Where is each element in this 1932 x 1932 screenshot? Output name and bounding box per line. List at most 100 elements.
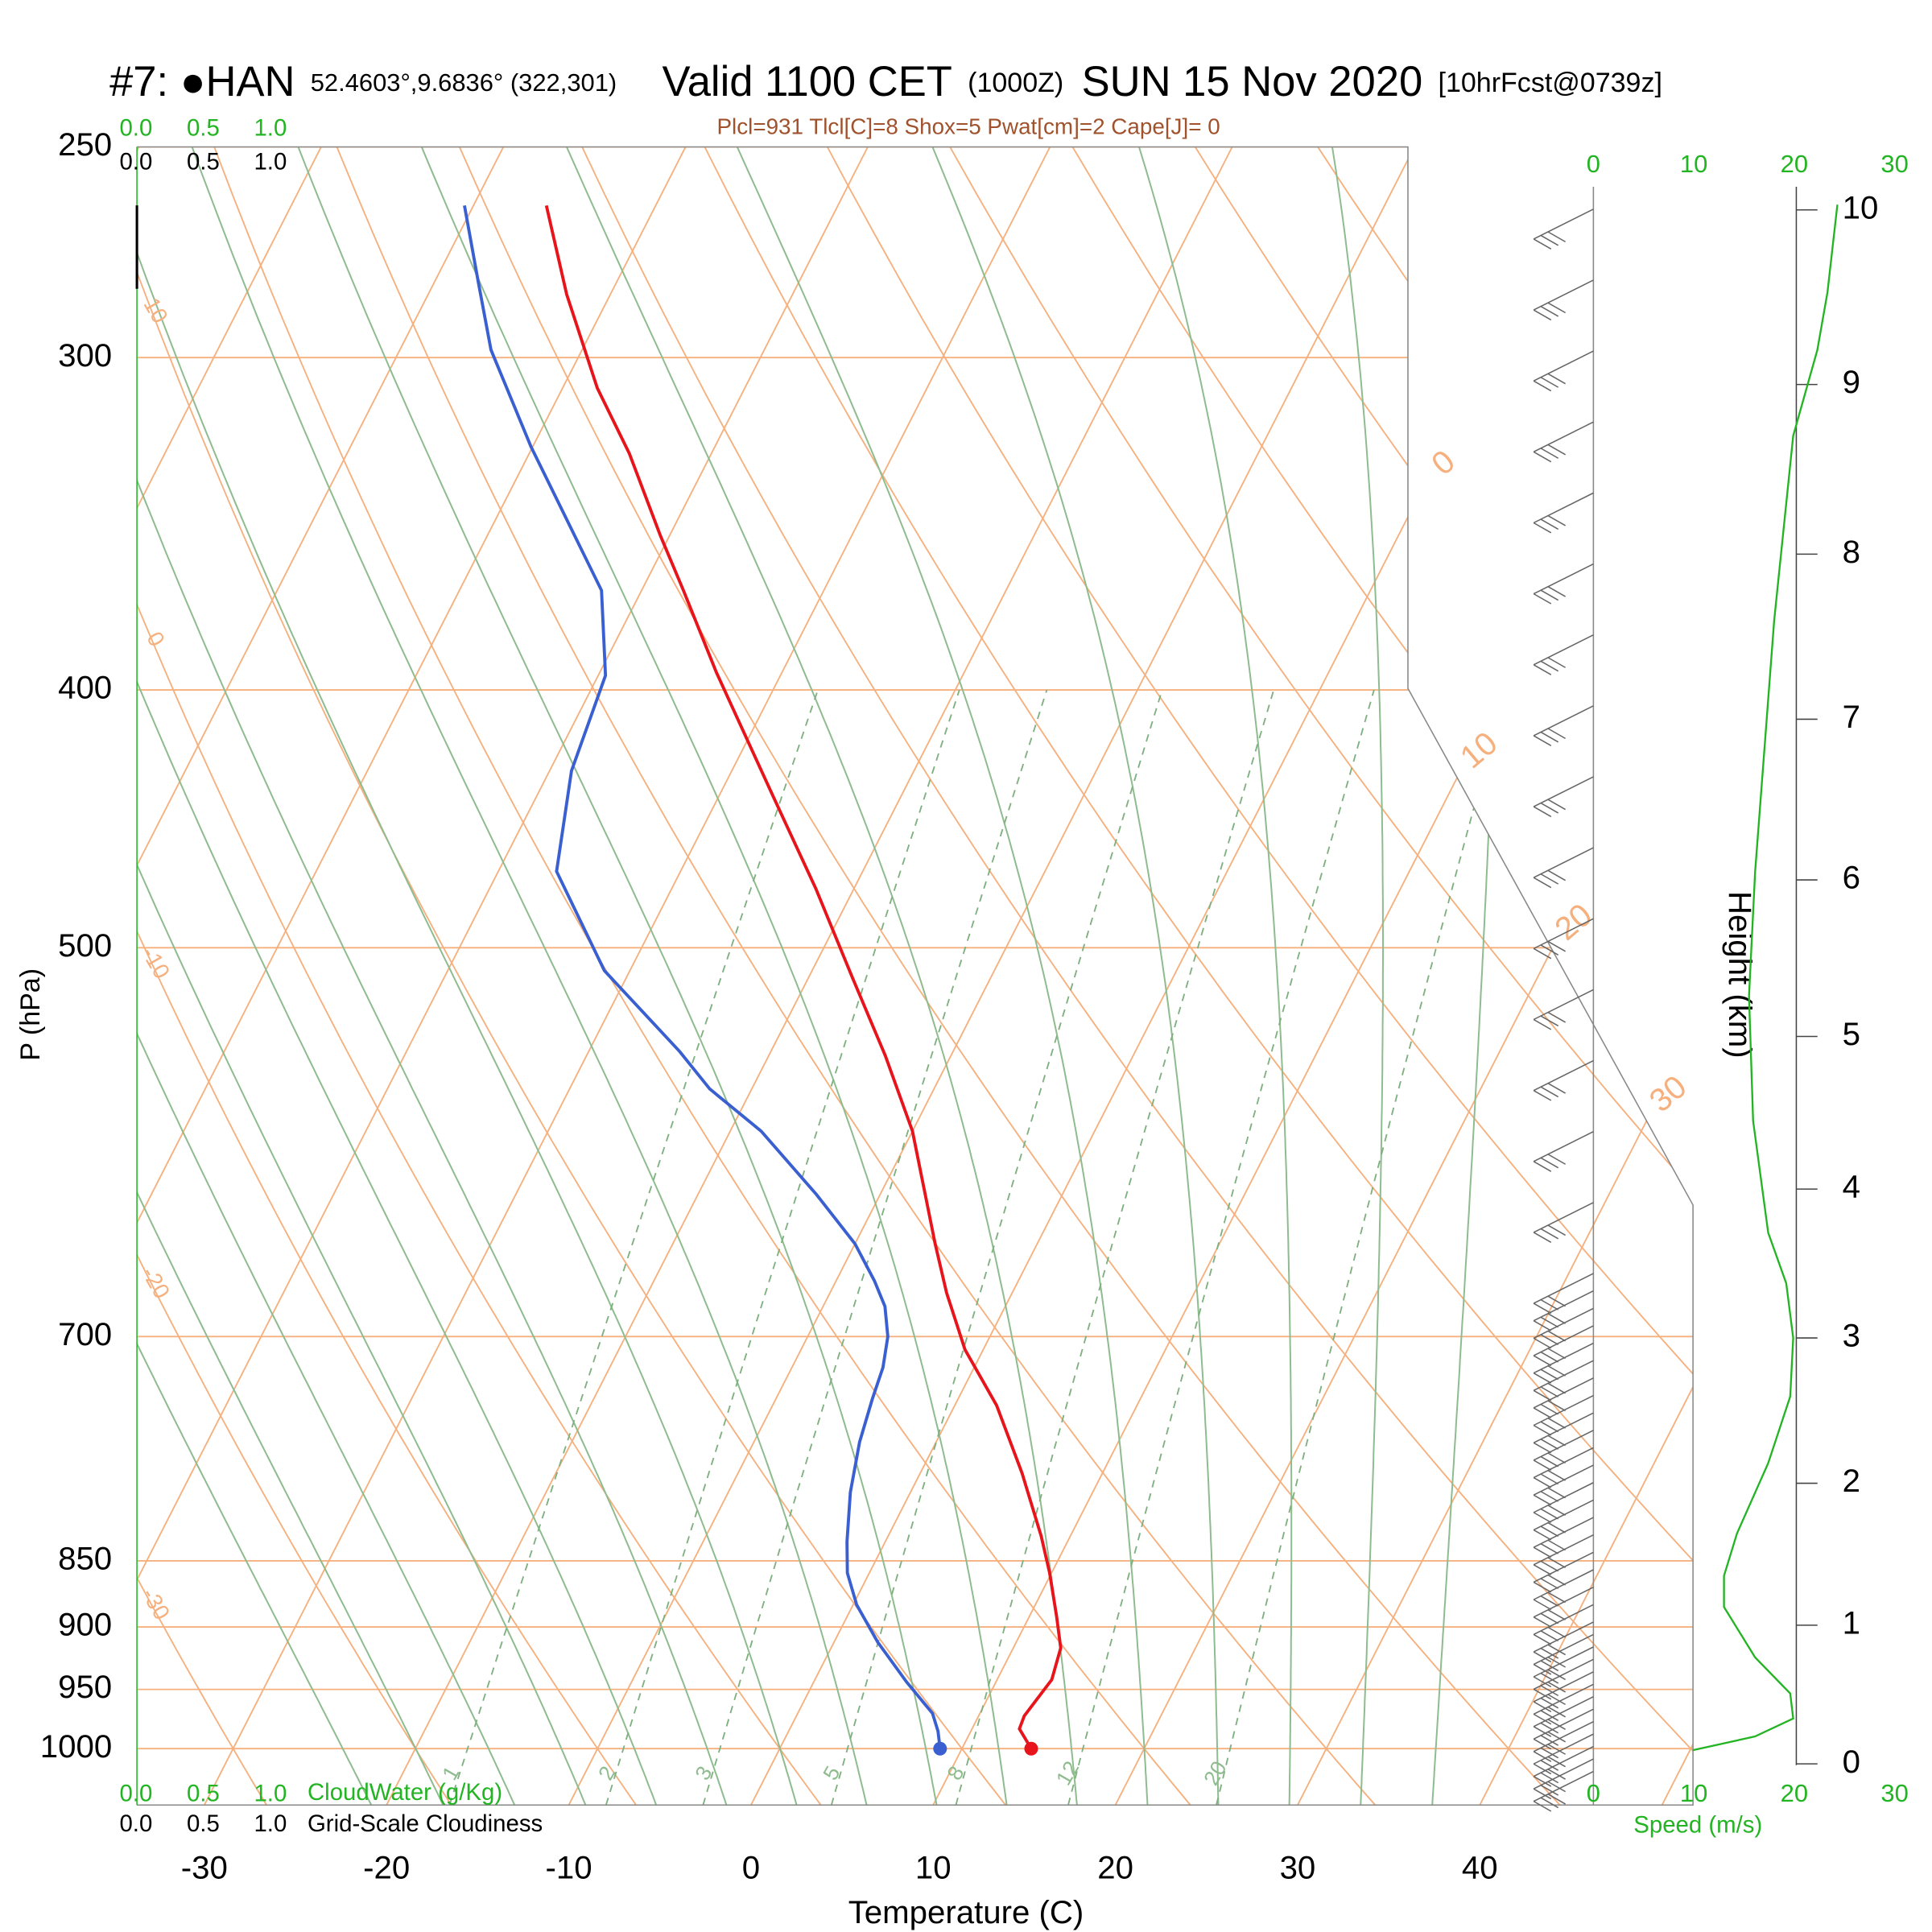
title-date: SUN 15 Nov 2020 <box>1082 58 1423 105</box>
wind-barb <box>1533 1307 1594 1340</box>
mixing-ratio-label: 2 <box>593 1762 620 1785</box>
wind-barb-feather <box>1547 1744 1567 1755</box>
mixing-ratio-line <box>448 689 819 1806</box>
wind-barb-feather <box>1547 1313 1567 1324</box>
wind-barb-feather <box>1533 1320 1552 1331</box>
moist-adiabat <box>137 147 373 1806</box>
wind-barb-feather <box>1547 1794 1567 1805</box>
wind-barb-feather <box>1533 1546 1552 1558</box>
wind-barb-feather <box>1547 1382 1567 1394</box>
dry-adiabat <box>137 147 822 1806</box>
moist-adiabat <box>137 147 868 1806</box>
isotherm-label: 10 <box>1453 724 1504 775</box>
mixing-ratio-line <box>1067 689 1375 1806</box>
isotherm <box>1661 147 1694 1806</box>
y2-tick-label: 1 <box>1843 1604 1860 1641</box>
wind-barb-feather <box>1540 1368 1559 1381</box>
wind-barb <box>1533 1708 1594 1740</box>
wind-barb-feather <box>1547 1505 1567 1517</box>
cloudwater-tick-label: 0.0 <box>119 1781 152 1807</box>
wind-barb <box>1533 1745 1594 1777</box>
wind-barb-feather <box>1547 1521 1567 1534</box>
wind-barb-feather <box>1540 1298 1559 1311</box>
wind-barb <box>1533 1412 1594 1443</box>
isotherm-label: 30 <box>1642 1068 1693 1119</box>
wind-barb <box>1533 1325 1594 1356</box>
wind-barb-feather <box>1540 1316 1559 1328</box>
wind-barb <box>1533 492 1594 524</box>
isotherm-label: 0 <box>1425 443 1462 482</box>
wind-barb-feather <box>1540 1086 1559 1098</box>
wind-barb-feather <box>1533 877 1552 889</box>
wind-barb-feather <box>1540 1015 1559 1027</box>
wind-barb <box>1533 1130 1594 1162</box>
wind-barb-feather <box>1540 1560 1559 1572</box>
wind-barb-feather <box>1547 1781 1567 1793</box>
wind-barb-feather <box>1547 799 1567 811</box>
y-tick-label: 900 <box>58 1607 112 1643</box>
wind-barb-feather <box>1547 231 1567 243</box>
wind-barb-feather <box>1540 1439 1559 1450</box>
moist-adiabat <box>819 147 1220 1806</box>
cloudiness-tick-label: 0.5 <box>187 148 220 175</box>
wind-barb <box>1533 1517 1594 1548</box>
dry-adiabat <box>137 147 1376 1806</box>
wind-barb-feather <box>1533 1389 1552 1402</box>
wind-barb <box>1533 1733 1594 1765</box>
wind-barb-feather <box>1547 1452 1567 1464</box>
x-tick-label: 10 <box>915 1849 952 1885</box>
x-tick-label: -10 <box>545 1849 592 1885</box>
wind-barb-feather <box>1547 1400 1567 1412</box>
wind-barb-feather <box>1540 1747 1559 1759</box>
x-tick-label: -30 <box>181 1849 228 1885</box>
wind-barb-feather <box>1540 589 1559 601</box>
wind-barb-feather <box>1547 302 1567 314</box>
wind-barb-feather <box>1533 1529 1552 1541</box>
y-tick-label: 500 <box>58 927 112 964</box>
wind-barb <box>1533 279 1594 311</box>
cloudwater-label: CloudWater (g/Kg) <box>308 1779 502 1806</box>
wind-barb-feather <box>1540 377 1559 388</box>
wind-barb-feather <box>1547 1435 1567 1447</box>
moist-adiabat <box>137 147 798 1806</box>
wind-barb-feather <box>1547 1669 1567 1681</box>
speed-tick-label: 20 <box>1781 150 1808 178</box>
wind-barb-feather <box>1540 1334 1559 1345</box>
plot-frame <box>137 146 1694 1806</box>
wind-barb-feather <box>1533 735 1552 746</box>
wind-barb-feather <box>1547 1083 1567 1094</box>
wind-barb-feather <box>1533 1738 1552 1750</box>
wind-barb-feather <box>1540 1455 1559 1468</box>
isotherm <box>1114 147 1694 1806</box>
wind-barb <box>1533 776 1594 807</box>
wind-barb-feather <box>1533 1337 1552 1349</box>
diagram-background <box>137 147 1694 1806</box>
wind-barb-feather <box>1547 1656 1567 1668</box>
speed-tick-label: 30 <box>1880 1779 1908 1807</box>
y-tick-label: 400 <box>58 670 112 706</box>
y2-tick-label: 0 <box>1843 1744 1860 1780</box>
dry-adiabat <box>774 147 1694 1806</box>
mixing-ratio-line <box>605 689 960 1806</box>
cloudiness-tick-label: 1.0 <box>254 1810 287 1837</box>
wind-barb <box>1533 847 1594 878</box>
wind-barb-feather <box>1533 309 1552 321</box>
wind-barb-feather <box>1540 1660 1559 1672</box>
wind-barb-feather <box>1540 1735 1559 1746</box>
wind-barb-feather <box>1533 1800 1552 1812</box>
temperature-line <box>544 204 1063 1750</box>
wind-barb-feather <box>1540 1710 1559 1721</box>
wind-barb-feather <box>1547 1609 1567 1620</box>
wind-barb-feather <box>1547 1574 1567 1586</box>
dry-adiabat <box>1152 147 1694 1806</box>
wind-barb-feather <box>1533 1763 1552 1775</box>
dry-adiabat-label: 0 <box>142 627 170 650</box>
moist-adiabat <box>204 147 938 1806</box>
wind-barb-feather <box>1533 1663 1552 1675</box>
wind-barb-feather <box>1533 238 1552 250</box>
y-tick-label: 300 <box>58 337 112 374</box>
isotherm-label: 20 <box>1548 897 1599 947</box>
wind-barb-feather <box>1540 1760 1559 1771</box>
speed-tick-label: 20 <box>1781 1779 1808 1807</box>
